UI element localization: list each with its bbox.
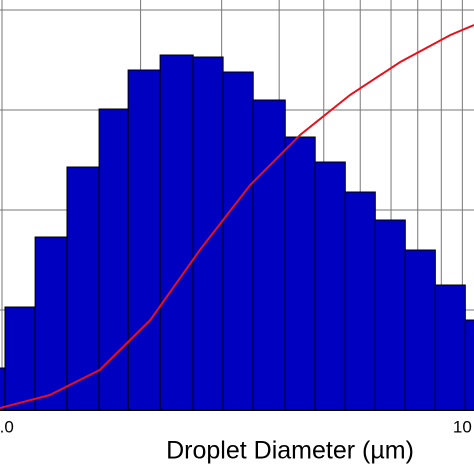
bar [404, 249, 436, 410]
bar [222, 71, 254, 410]
bar [0, 367, 6, 410]
bar [252, 99, 286, 410]
bar [192, 56, 224, 410]
bar [434, 284, 466, 410]
bar [34, 236, 68, 410]
bar [159, 54, 194, 410]
x-tick-label: 1.0 [0, 417, 14, 436]
plot-area [0, 0, 474, 410]
bar [344, 191, 376, 410]
bar [98, 108, 129, 410]
bar [374, 219, 406, 410]
bar [127, 69, 161, 410]
bar [284, 136, 316, 410]
cumulative-line [0, 24, 474, 409]
x-tick-label: 10 [453, 417, 472, 436]
bar [314, 161, 346, 410]
bar [464, 319, 474, 410]
bar [4, 306, 36, 410]
x-axis-label: Droplet Diameter (µm) [166, 437, 414, 465]
